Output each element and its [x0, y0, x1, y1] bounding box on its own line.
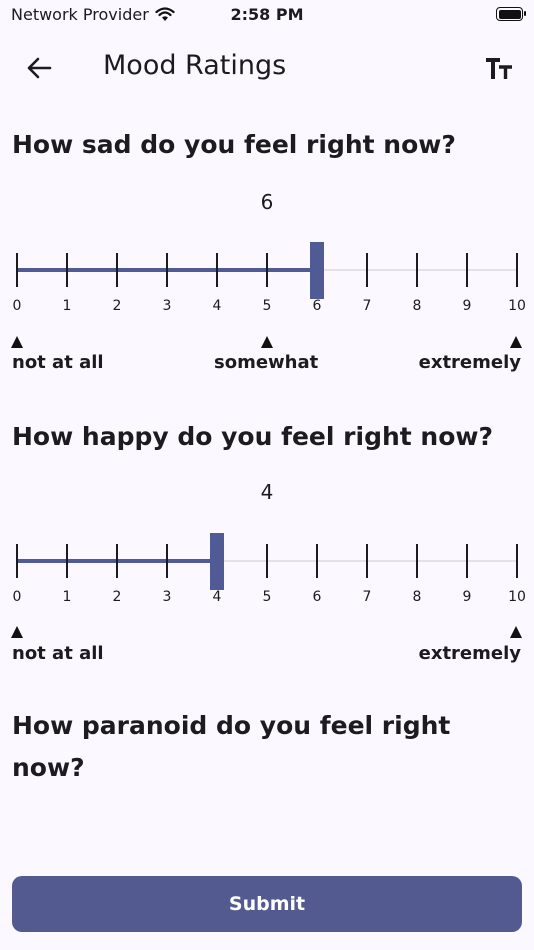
slider-tick [116, 544, 118, 578]
slider-tick-label: 7 [362, 589, 372, 605]
submit-button[interactable]: Submit [12, 876, 522, 932]
app-bar: Mood Ratings [0, 38, 534, 96]
question-happy: How happy do you feel right now? [12, 422, 493, 451]
slider-tick-label: 4 [212, 298, 222, 314]
slider-tick [166, 544, 168, 578]
slider-tick [16, 544, 18, 578]
anchor-high-arrow-icon [510, 626, 522, 638]
slider-thumb[interactable] [310, 242, 324, 299]
slider-tick [516, 253, 518, 287]
happy-value-label: 4 [260, 480, 274, 504]
slider-tick [66, 544, 68, 578]
page-title: Mood Ratings [103, 50, 287, 81]
sad-value-label: 6 [260, 190, 274, 214]
slider-tick [516, 544, 518, 578]
slider-tick [416, 253, 418, 287]
slider-tick-label: 3 [162, 589, 172, 605]
slider-tick [266, 253, 268, 287]
slider-tick [166, 253, 168, 287]
slider-tick [216, 253, 218, 287]
slider-tick [66, 253, 68, 287]
happy-slider[interactable]: 0 1 2 3 4 5 6 7 8 9 10 [0, 533, 534, 643]
slider-tick-label: 5 [262, 589, 272, 605]
question-paranoid: How paranoid do you feel right now? [12, 711, 451, 782]
slider-tick-label: 6 [312, 589, 322, 605]
slider-tick [316, 544, 318, 578]
back-button[interactable] [22, 52, 56, 84]
slider-tick-label: 9 [462, 589, 472, 605]
sad-anchor-high: extremely [418, 352, 521, 373]
slider-tick-label: 8 [412, 589, 422, 605]
slider-tick-label: 2 [112, 589, 122, 605]
anchor-mid-arrow-icon [261, 336, 273, 348]
status-time: 2:58 PM [230, 5, 304, 24]
happy-anchor-low: not at all [12, 643, 104, 664]
slider-tick [466, 253, 468, 287]
slider-tick [466, 544, 468, 578]
slider-tick-label: 10 [508, 589, 526, 605]
slider-tick [366, 544, 368, 578]
slider-tick-label: 9 [462, 298, 472, 314]
slider-tick-label: 7 [362, 298, 372, 314]
sad-anchor-low: not at all [12, 352, 104, 373]
happy-anchor-high: extremely [418, 643, 521, 664]
slider-tick-label: 0 [12, 589, 22, 605]
slider-thumb[interactable] [210, 533, 224, 590]
slider-tick-label: 8 [412, 298, 422, 314]
battery-icon [496, 7, 526, 21]
slider-tick-label: 10 [508, 298, 526, 314]
status-left: Network Provider [11, 5, 175, 24]
slider-tick [366, 253, 368, 287]
slider-tick-label: 6 [312, 298, 322, 314]
slider-tick-label: 2 [112, 298, 122, 314]
question-sad: How sad do you feel right now? [12, 130, 456, 159]
slider-tick-label: 4 [212, 589, 222, 605]
slider-tick-label: 3 [162, 298, 172, 314]
arrow-left-icon [27, 57, 52, 79]
sad-anchor-mid: somewhat [214, 352, 319, 373]
anchor-low-arrow-icon [11, 626, 23, 638]
text-size-icon [486, 58, 512, 79]
anchor-low-arrow-icon [11, 336, 23, 348]
slider-tick [16, 253, 18, 287]
anchor-high-arrow-icon [510, 336, 522, 348]
slider-tick [266, 544, 268, 578]
slider-tick-label: 1 [62, 298, 72, 314]
sad-slider[interactable]: 0 1 2 3 4 5 6 7 8 9 10 [0, 242, 534, 352]
wifi-icon [155, 7, 175, 21]
slider-tick-label: 5 [262, 298, 272, 314]
slider-tick [416, 544, 418, 578]
status-bar: Network Provider 2:58 PM [0, 0, 534, 30]
slider-tick-label: 0 [12, 298, 22, 314]
text-size-button[interactable] [482, 54, 516, 84]
slider-tick-label: 1 [62, 589, 72, 605]
carrier-label: Network Provider [11, 5, 149, 24]
slider-tick [116, 253, 118, 287]
